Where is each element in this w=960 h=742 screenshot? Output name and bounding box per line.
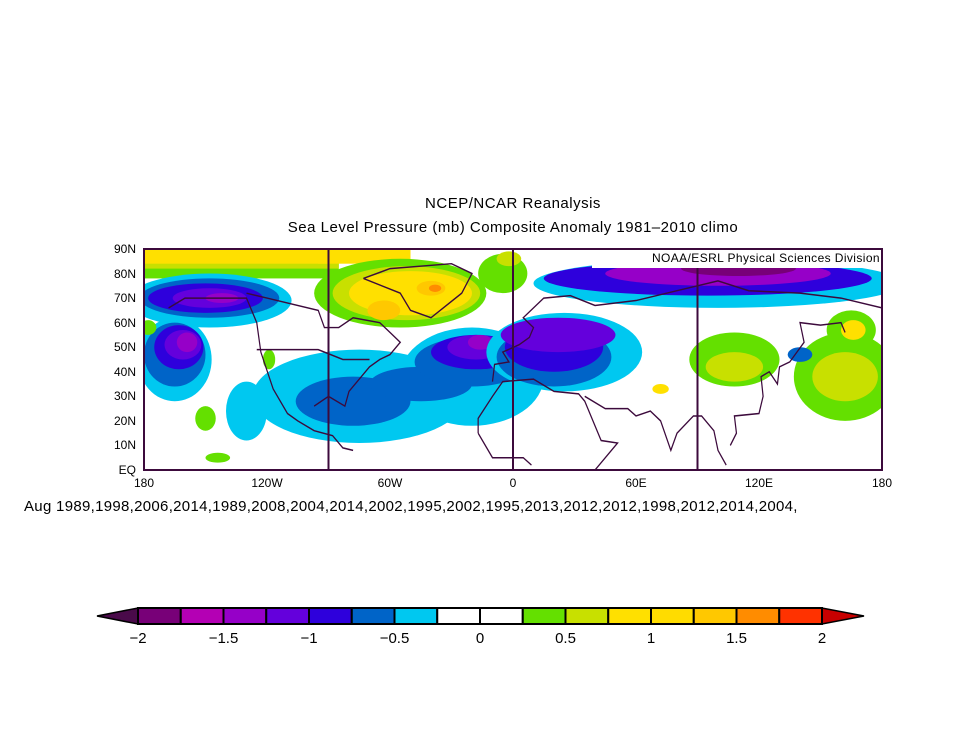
- colorbar-under-triangle: [96, 607, 139, 625]
- colorbar-label: 2: [817, 630, 827, 647]
- colorbar-swatch: [650, 607, 695, 625]
- lat-label: 30N: [113, 389, 136, 404]
- colorbar-over-triangle: [821, 607, 865, 625]
- colorbar: [96, 607, 865, 625]
- colorbar-swatch: [521, 607, 567, 625]
- colorbar-swatch: [479, 607, 524, 625]
- credit-label: NOAA/ESRL Physical Sciences Division: [651, 251, 880, 265]
- colorbar-swatch: [179, 607, 225, 625]
- lat-label: 80N: [113, 266, 136, 281]
- colorbar-swatch: [308, 607, 353, 625]
- colorbar-swatch: [222, 607, 268, 625]
- lat-label: 20N: [113, 413, 136, 428]
- colorbar-swatch: [265, 607, 310, 625]
- lat-label: 40N: [113, 364, 136, 379]
- map-frame: [143, 248, 883, 471]
- title-line-2: Sea Level Pressure (mb) Composite Anomal…: [287, 219, 739, 236]
- lat-label: 10N: [113, 438, 136, 453]
- colorbar-swatch: [778, 607, 823, 625]
- lat-label: 70N: [113, 291, 136, 306]
- lon-label: 60W: [377, 476, 403, 490]
- colorbar-label: −1: [300, 630, 318, 647]
- colorbar-label: −0.5: [379, 630, 410, 647]
- lon-label: 0: [509, 476, 517, 490]
- lon-label: 120W: [251, 476, 283, 490]
- lon-label: 180: [133, 476, 155, 490]
- lat-label: 60N: [113, 315, 136, 330]
- colorbar-swatch: [436, 607, 481, 625]
- meridian-lines: [327, 249, 699, 470]
- lat-label: EQ: [118, 463, 136, 477]
- anomaly-field: [144, 249, 882, 470]
- colorbar-swatch: [692, 607, 738, 625]
- colorbar-swatch: [564, 607, 610, 625]
- title-line-1: NCEP/NCAR Reanalysis: [425, 195, 601, 212]
- colorbar-swatch: [607, 607, 652, 625]
- colorbar-label: −1.5: [208, 630, 239, 647]
- colorbar-label: 1.5: [726, 630, 747, 647]
- colorbar-label: 1: [646, 630, 656, 647]
- colorbar-swatch: [735, 607, 781, 625]
- coastlines: [168, 262, 882, 470]
- lat-label: 50N: [113, 340, 136, 355]
- colorbar-swatch: [350, 607, 396, 625]
- lat-label: 90N: [113, 242, 136, 256]
- colorbar-label: 0.5: [555, 630, 576, 647]
- colorbar-swatch: [393, 607, 439, 625]
- lon-label: 60E: [625, 476, 647, 490]
- colorbar-swatch: [137, 607, 182, 625]
- colorbar-label: −2: [129, 630, 147, 647]
- composite-years: Aug 1989,1998,2006,2014,1989,2008,2004,2…: [24, 498, 798, 515]
- lon-label: 120E: [744, 476, 774, 490]
- credit-box: [592, 250, 882, 268]
- lon-label: 180: [871, 476, 893, 490]
- colorbar-label: 0: [475, 630, 485, 647]
